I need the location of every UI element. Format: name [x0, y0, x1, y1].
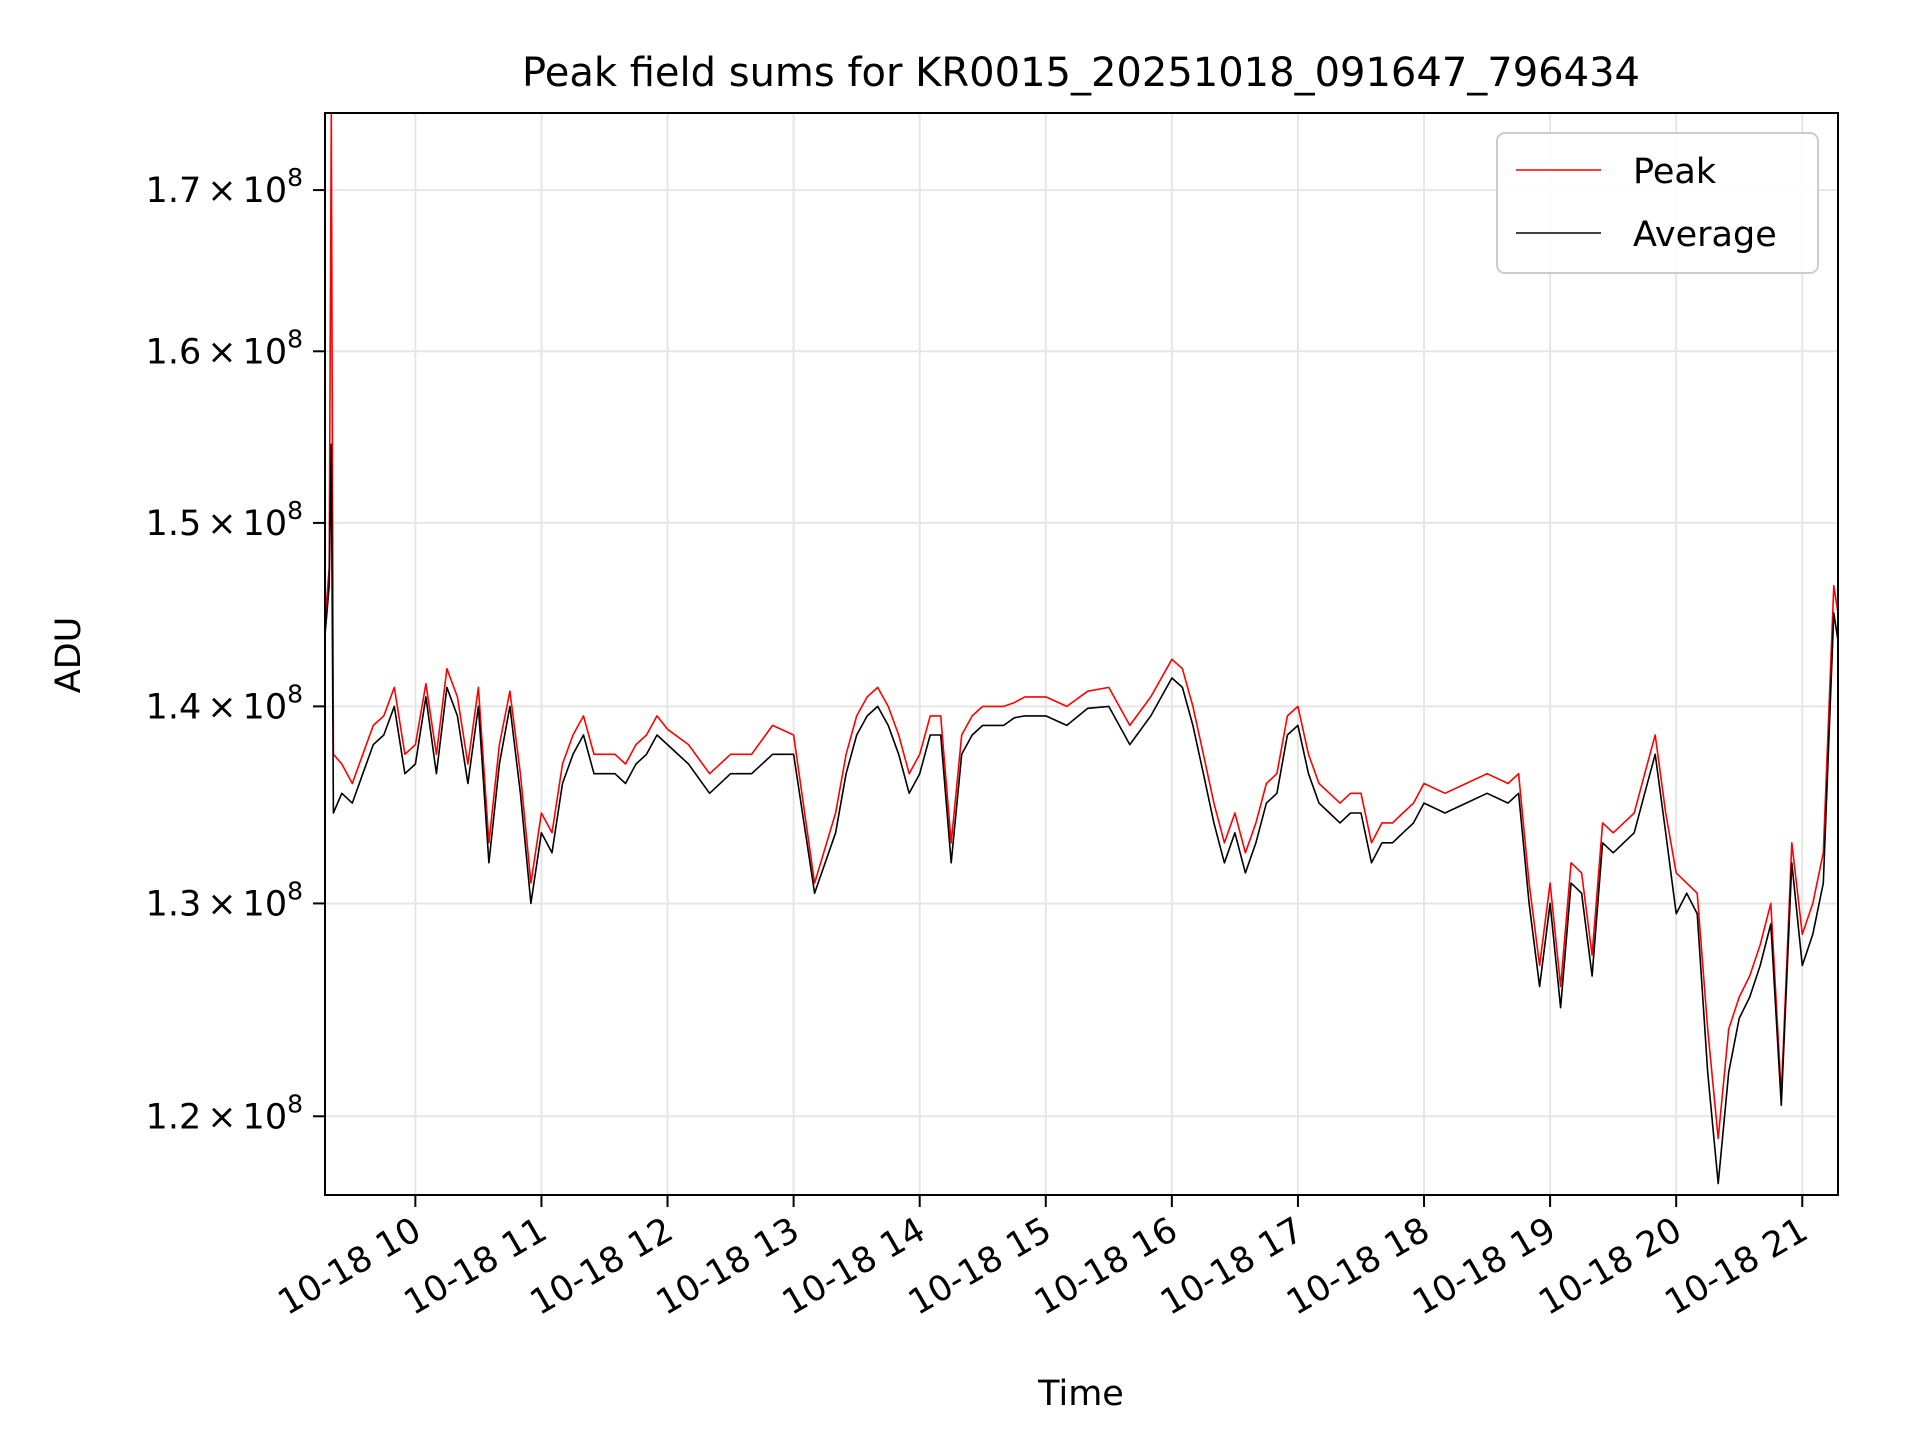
y-tick-times: ×	[207, 1097, 236, 1137]
y-tick-label: 1.7 × 108	[146, 163, 303, 211]
y-tick-times: ×	[207, 687, 236, 727]
y-tick-base: 10	[243, 687, 288, 727]
y-tick-label: 1.2 × 108	[146, 1089, 303, 1137]
y-tick-times: ×	[207, 332, 236, 372]
y-tick-mantissa: 1.7	[146, 171, 202, 211]
y-tick-label: 1.6 × 108	[146, 324, 303, 372]
y-tick-exponent: 8	[287, 163, 303, 192]
x-axis-label: Time	[1037, 1374, 1124, 1414]
y-tick-mantissa: 1.2	[146, 1097, 202, 1137]
y-tick-mantissa: 1.5	[146, 504, 202, 544]
y-tick-exponent: 8	[287, 496, 303, 525]
series-layer	[324, 112, 1839, 1185]
y-axis-label: ADU	[49, 617, 89, 694]
legend-average-label: Average	[1633, 215, 1777, 255]
y-tick-mantissa: 1.3	[146, 884, 202, 924]
plot-area-frame	[324, 112, 1839, 1196]
y-tick-mantissa: 1.6	[146, 332, 202, 372]
y-tick-exponent: 8	[287, 324, 303, 353]
legend-box	[1496, 132, 1819, 274]
y-tick-times: ×	[207, 504, 236, 544]
y-tick-label: 1.4 × 108	[146, 679, 303, 727]
y-tick-exponent: 8	[287, 876, 303, 905]
y-tick-exponent: 8	[287, 679, 303, 708]
y-tick-base: 10	[243, 171, 288, 211]
y-tick-base: 10	[243, 504, 288, 544]
y-tick-times: ×	[207, 171, 236, 211]
y-tick-mantissa: 1.4	[146, 687, 202, 727]
y-tick-exponent: 8	[287, 1089, 303, 1118]
y-tick-label: 1.3 × 108	[146, 876, 303, 924]
series-line-peak	[324, 112, 1839, 1140]
y-tick-times: ×	[207, 884, 236, 924]
y-tick-label: 1.5 × 108	[146, 496, 303, 544]
y-tick-base: 10	[243, 332, 288, 372]
y-tick-base: 10	[243, 1097, 288, 1137]
grid-lines	[325, 113, 1838, 1195]
legend: Peak Average	[1496, 132, 1819, 274]
chart-title: Peak field sums for KR0015_20251018_0916…	[522, 50, 1640, 96]
series-line-average	[324, 443, 1839, 1185]
y-tick-base: 10	[243, 884, 288, 924]
legend-peak-label: Peak	[1633, 152, 1717, 192]
